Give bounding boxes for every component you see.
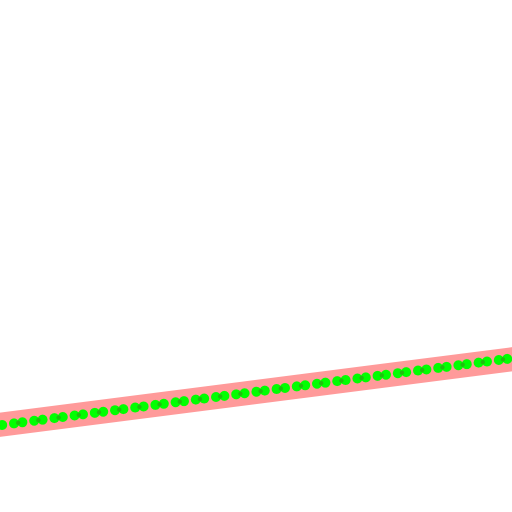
chain-dot (239, 388, 250, 399)
chain-dot (280, 382, 290, 393)
chain-dot (251, 386, 262, 397)
chain-dot (340, 375, 351, 386)
chain-dot-seam (440, 365, 445, 370)
chain-dot (17, 417, 28, 428)
chain-dot (118, 404, 129, 415)
chain-dot (199, 393, 210, 404)
chain-dot (158, 398, 169, 409)
chain-dot (441, 361, 452, 372)
chain-dot (332, 376, 343, 387)
chain-dot (271, 384, 282, 395)
chain-dot (57, 412, 68, 423)
chain-dot (300, 380, 311, 391)
chain-dot-seam (197, 396, 203, 402)
chain-dot (482, 356, 492, 367)
chain-dot-seam (117, 407, 122, 412)
chain-dot-seam (157, 402, 162, 407)
chain-dot-seam (480, 359, 485, 365)
chain-dot-seam (379, 373, 384, 378)
chain-dot (392, 368, 403, 379)
chain-dot (190, 394, 201, 405)
chain-dot-seam (399, 370, 405, 375)
chain-dot (150, 399, 161, 410)
chain-dot (170, 397, 181, 408)
chain-dot (9, 418, 19, 429)
chain-dot-seam (96, 410, 102, 415)
chain-dot (291, 381, 302, 392)
chain-dot (502, 353, 512, 364)
dot-chain (0, 353, 512, 430)
chain-dot (493, 354, 504, 365)
chain-dot-seam (339, 378, 344, 383)
chain-dot (138, 401, 149, 412)
chain-dot (413, 365, 423, 376)
chain-dot-seam (177, 399, 182, 404)
chain-dot (49, 413, 60, 424)
chain-dot (372, 370, 383, 381)
chain-dot (179, 396, 189, 407)
chain-dot (130, 402, 141, 413)
chain-dot (78, 409, 88, 420)
chain-dot-seam (36, 418, 41, 423)
chain-dot (401, 367, 412, 378)
chain-dot (473, 357, 484, 368)
chain-dot (89, 407, 100, 418)
chain-dot (312, 378, 322, 389)
chain-dot-seam (278, 386, 283, 391)
chain-dot-seam (137, 404, 142, 410)
chain-dot (259, 385, 270, 396)
chain-dot (352, 373, 363, 384)
chain-dot-seam (319, 381, 324, 386)
chain-dot (37, 414, 48, 425)
chain-dot (453, 360, 464, 371)
chain-dot (421, 364, 432, 375)
chain-dot (110, 405, 120, 416)
chain-dot (320, 377, 331, 388)
chain-dot (231, 389, 242, 400)
chain-dot-seam (359, 375, 364, 381)
chain-dot-seam (500, 357, 506, 362)
chain-dot (69, 410, 80, 421)
chain-dot-seam (258, 388, 263, 394)
chain-dot-seam (460, 362, 465, 367)
chain-dot-seam (238, 391, 243, 396)
chain-dot (381, 369, 391, 380)
chain-dot (98, 406, 109, 417)
chain-dot (360, 372, 371, 383)
chain-dot-seam (218, 394, 223, 399)
chain-dot-seam (76, 412, 82, 418)
chain-dot (433, 362, 444, 373)
chain-dot-seam (16, 420, 21, 426)
chain-dot-seam (298, 383, 304, 389)
chain-dot (219, 390, 230, 401)
chain-dot (461, 359, 472, 370)
chain-dot-seam (420, 367, 425, 373)
chain-dot (0, 419, 8, 430)
chain-dot-seam (56, 415, 61, 420)
chain-dot (211, 391, 221, 402)
chain-dot (29, 415, 40, 426)
